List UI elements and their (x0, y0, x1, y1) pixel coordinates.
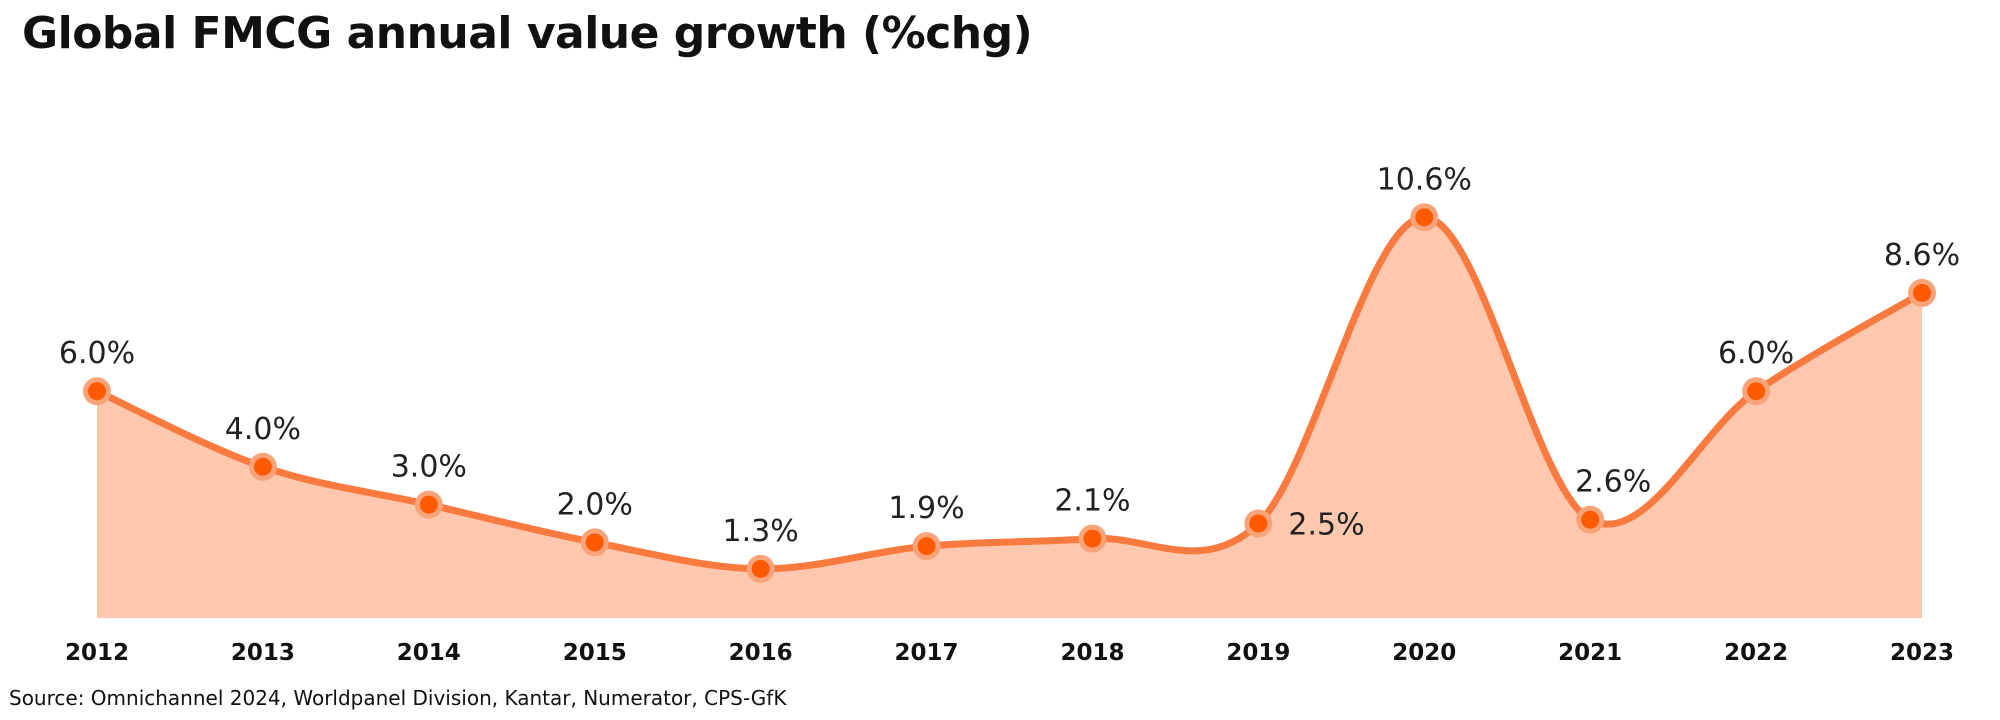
data-point-marker (1083, 529, 1102, 548)
data-point-marker (1415, 208, 1434, 227)
data-point-marker (88, 382, 106, 401)
data-point-marker (1249, 514, 1268, 533)
data-point-2019 (1244, 509, 1273, 538)
x-tick-label: 2012 (65, 640, 129, 666)
data-label: 1.3% (723, 514, 799, 549)
data-point-2016 (746, 554, 775, 583)
data-label: 10.6% (1377, 162, 1472, 197)
data-label: 4.0% (225, 412, 301, 447)
x-tick-label: 2013 (231, 640, 295, 666)
data-label-layer: 6.0% 4.0% 3.0% 2.0% 1.3% 1.9% 2.1% 2.5% 10.6% 2.6… (59, 162, 1960, 549)
data-label: 6.0% (1718, 336, 1794, 371)
x-axis: 2012 2013 2014 2015 2016 2017 2018 2019 2020 2021… (65, 640, 1954, 666)
data-label: 2.1% (1054, 484, 1130, 519)
data-label: 2.5% (1288, 508, 1364, 543)
area-fill (97, 217, 1922, 619)
data-point-marker (1913, 283, 1931, 302)
data-point-marker (1747, 382, 1766, 401)
data-label: 1.9% (888, 491, 964, 526)
chart-title: Global FMCG annual value growth (%chg) (22, 8, 1033, 59)
data-label: 8.6% (1884, 238, 1960, 273)
x-tick-label: 2020 (1392, 640, 1456, 666)
data-point-2023 (1908, 278, 1936, 307)
data-point-marker (253, 457, 272, 476)
data-label: 2.0% (557, 487, 633, 522)
data-point-2013 (248, 452, 277, 481)
data-point-2017 (912, 532, 941, 561)
point-layer (83, 203, 1936, 583)
x-tick-label: 2021 (1558, 640, 1622, 666)
x-tick-label: 2019 (1226, 640, 1290, 666)
data-label: 2.6% (1575, 465, 1651, 500)
x-tick-label: 2016 (729, 640, 793, 666)
data-label: 3.0% (391, 450, 467, 485)
data-point-marker (751, 559, 770, 578)
x-tick-label: 2022 (1724, 640, 1788, 666)
data-point-2012 (83, 377, 111, 406)
x-tick-label: 2018 (1060, 640, 1124, 666)
data-label: 6.0% (59, 336, 135, 371)
x-tick-label: 2017 (895, 640, 959, 666)
area-layer (97, 217, 1922, 619)
data-point-2014 (414, 490, 443, 519)
data-point-marker (419, 495, 438, 514)
data-point-marker (585, 533, 604, 552)
data-point-2018 (1078, 524, 1107, 553)
x-tick-label: 2023 (1890, 640, 1954, 666)
data-point-2020 (1410, 203, 1439, 232)
data-point-marker (917, 537, 936, 556)
source-note: Source: Omnichannel 2024, Worldpanel Div… (9, 686, 787, 710)
data-point-2015 (580, 528, 609, 557)
data-point-2021 (1576, 505, 1605, 534)
x-tick-label: 2015 (563, 640, 627, 666)
data-point-2022 (1742, 377, 1771, 406)
data-point-marker (1581, 510, 1600, 529)
x-tick-label: 2014 (397, 640, 461, 666)
